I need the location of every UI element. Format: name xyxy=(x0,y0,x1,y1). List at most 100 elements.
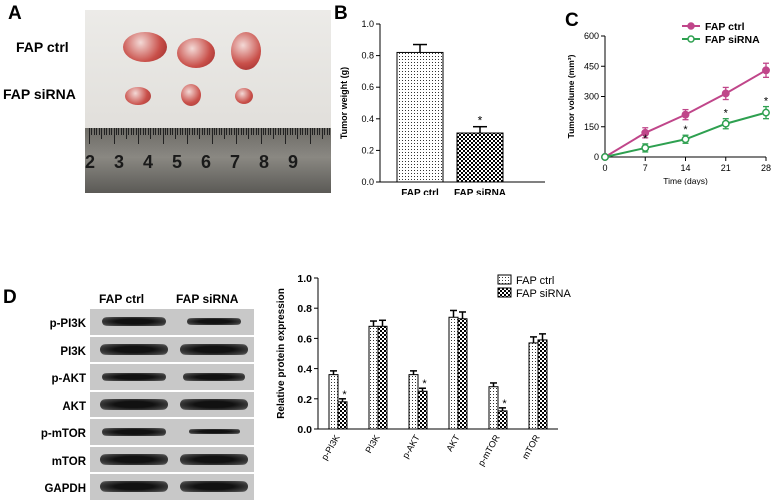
ruler-tick xyxy=(223,128,225,139)
ruler-tick xyxy=(297,128,299,139)
panel-d-letter: D xyxy=(3,287,17,308)
ruler-tick xyxy=(123,128,125,135)
x-tick-label: FAP ctrl xyxy=(401,188,439,195)
ruler-tick xyxy=(118,128,120,135)
chart-c-tumor-volume: 0 150 300 450 600 0 7 14 21 28 Time (days) Tumor vo… xyxy=(566,21,771,185)
ruler-tick xyxy=(299,128,301,135)
panel-c-letter: C xyxy=(565,10,579,31)
blot-band xyxy=(100,481,168,493)
bar-p-mTOR-1 xyxy=(488,386,499,430)
ruler-number: 9 xyxy=(288,152,299,172)
x-tick-label: p-mTOR xyxy=(476,433,502,468)
tumor-ctrl-3 xyxy=(231,32,261,70)
ruler-tick xyxy=(236,128,237,144)
ruler-tick xyxy=(280,128,282,135)
blot-row-label: PI3K xyxy=(60,345,86,358)
ruler-tick xyxy=(191,128,193,135)
bar-mTOR-1 xyxy=(528,342,539,430)
blot-band xyxy=(188,429,240,435)
data-point xyxy=(601,153,609,161)
ruler-number: 5 xyxy=(172,152,183,172)
legend-label: FAP ctrl xyxy=(705,21,745,33)
ruler-tick xyxy=(199,128,201,139)
ruler-tick xyxy=(321,128,323,139)
y-axis-label: Relative protein expression xyxy=(276,288,287,419)
ruler-tick xyxy=(209,128,211,135)
y-tick-label: 0.2 xyxy=(361,145,374,155)
blot-strip xyxy=(90,446,254,472)
ruler-tick xyxy=(260,128,262,144)
significance-star: * xyxy=(422,378,427,390)
y-tick-label: 0.6 xyxy=(297,333,312,345)
ruler-tick xyxy=(289,128,291,135)
y-tick-label: 0.2 xyxy=(297,394,312,406)
blot-header-fap-sirna: FAP siRNA xyxy=(176,292,239,306)
blot-band xyxy=(180,398,248,410)
data-point xyxy=(721,119,730,128)
y-tick-label: 300 xyxy=(584,92,599,102)
legend-label: FAP siRNA xyxy=(705,34,760,46)
ruler-number: 7 xyxy=(230,152,241,172)
blot-band xyxy=(180,453,248,465)
blot-header-fap-ctrl: FAP ctrl xyxy=(99,292,145,306)
bar-p-PI3K-2 xyxy=(337,401,348,430)
blot-strip xyxy=(90,336,254,362)
ruler-tick xyxy=(221,128,223,135)
data-point xyxy=(762,108,770,117)
significance-star: * xyxy=(502,398,507,410)
x-tick-label: 21 xyxy=(721,163,731,173)
ruler-tick xyxy=(287,128,289,135)
legend-marker xyxy=(687,22,695,30)
ruler-tick xyxy=(155,128,157,135)
bar-mTOR-2 xyxy=(537,339,548,430)
y-tick-label: 0 xyxy=(594,152,599,162)
legend-swatch xyxy=(497,274,512,285)
ruler-tick xyxy=(248,128,250,139)
blot-band xyxy=(101,427,167,436)
y-tick-label: 1.0 xyxy=(361,19,374,29)
ruler-tick xyxy=(226,128,228,135)
ruler-tick xyxy=(324,128,326,135)
ruler-tick xyxy=(228,128,230,135)
y-tick-label: 450 xyxy=(584,61,599,71)
ruler-tick xyxy=(196,128,198,135)
ruler-tick xyxy=(245,128,247,135)
chart-d-protein-expression: 0.0 0.2 0.4 0.6 0.8 1.0 Relative protein expre… xyxy=(276,273,571,468)
ruler-tick xyxy=(201,128,203,135)
ruler-tick xyxy=(238,128,240,135)
ruler-tick xyxy=(275,128,277,135)
row-label-fap-sirna: FAP siRNA xyxy=(3,86,76,102)
blot-band xyxy=(100,343,168,355)
ruler-tick xyxy=(292,128,294,135)
ruler-tick xyxy=(169,128,171,135)
x-tick-label: FAP siRNA xyxy=(454,188,506,195)
ruler-tick xyxy=(240,128,242,135)
x-tick-label: p-AKT xyxy=(400,433,422,461)
significance-star: * xyxy=(478,114,483,128)
significance-star: * xyxy=(683,124,688,136)
blot-row-label: GAPDH xyxy=(44,483,86,495)
blot-band xyxy=(101,317,167,327)
x-axis-label: Time (days) xyxy=(663,176,708,185)
ruler-tick xyxy=(272,128,274,139)
data-point xyxy=(641,128,650,137)
ruler-tick xyxy=(255,128,257,135)
ruler-number: 3 xyxy=(114,152,125,172)
bar-AKT-1 xyxy=(448,316,459,430)
blot-band xyxy=(101,372,167,381)
row-label-fap-ctrl: FAP ctrl xyxy=(16,39,69,55)
ruler-tick xyxy=(130,128,132,135)
data-point xyxy=(641,143,650,152)
blot-band xyxy=(180,481,248,493)
blot-row-label: p-AKT xyxy=(51,373,87,385)
blot-band xyxy=(100,398,168,410)
ruler-tick xyxy=(243,128,245,135)
ruler-tick xyxy=(204,128,206,135)
y-tick-label: 0.4 xyxy=(361,114,374,124)
ruler-tick xyxy=(150,128,152,139)
x-tick-label: 7 xyxy=(643,163,648,173)
ruler-tick xyxy=(140,128,142,135)
ruler-tick xyxy=(164,128,166,135)
ruler-tick xyxy=(138,128,139,144)
